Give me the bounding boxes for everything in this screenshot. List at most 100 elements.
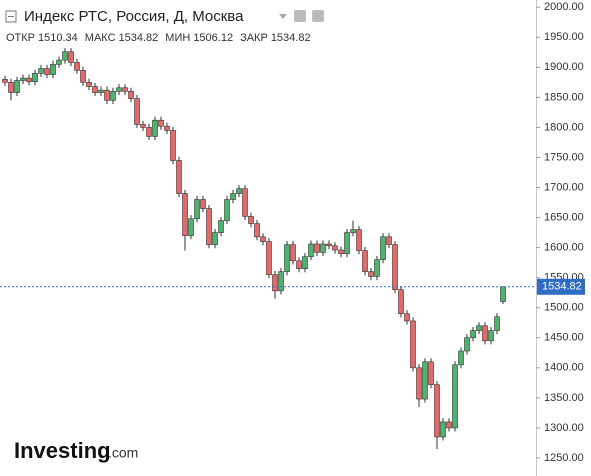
candle-body xyxy=(422,361,428,400)
candle-body xyxy=(266,241,272,275)
y-tick-label: 1450.00 xyxy=(544,332,584,344)
ohlc-value: 1510.34 xyxy=(38,32,78,44)
candle-body xyxy=(212,232,218,245)
candle-body xyxy=(2,79,8,83)
candle-body xyxy=(194,199,200,220)
candle-body xyxy=(320,243,326,253)
collapse-icon[interactable] xyxy=(5,10,17,23)
candle-body xyxy=(500,286,506,302)
y-tick-label: 1800.00 xyxy=(544,121,584,133)
candle-body xyxy=(476,325,482,331)
candle-body xyxy=(224,199,230,221)
candle-body xyxy=(230,193,236,200)
candle-body xyxy=(380,236,386,260)
candle-body xyxy=(314,243,320,253)
candle-body xyxy=(122,87,128,92)
candle-body xyxy=(272,274,278,292)
candle-body xyxy=(284,244,290,272)
candle-body xyxy=(368,271,374,277)
candle-body xyxy=(32,73,38,83)
candle-body xyxy=(86,82,92,87)
y-tick-label: 1400.00 xyxy=(544,362,584,374)
candle-body xyxy=(494,316,500,331)
candle-body xyxy=(398,289,404,315)
candle-body xyxy=(20,77,26,81)
candle-body xyxy=(440,421,446,438)
candle-body xyxy=(218,220,224,233)
close-icon[interactable] xyxy=(312,10,324,22)
dropdown-icon[interactable] xyxy=(279,14,287,19)
candle-body xyxy=(248,216,254,224)
candle-body xyxy=(8,82,14,93)
candle-body xyxy=(338,249,344,254)
candle-body xyxy=(470,330,476,339)
chart-title: Индекс РТС, Россия, Д, Москва xyxy=(24,8,244,25)
candle-body xyxy=(386,236,392,245)
candle-body xyxy=(290,244,296,262)
y-tick-label: 2000.00 xyxy=(544,1,584,13)
y-tick-label: 1650.00 xyxy=(544,211,584,223)
candle-body xyxy=(356,229,362,251)
candle-body xyxy=(188,218,194,236)
candle-body xyxy=(452,364,458,429)
candle-body xyxy=(176,160,182,194)
ohlc-value: 1534.82 xyxy=(271,32,311,44)
candle-body xyxy=(182,193,188,236)
candle-body xyxy=(170,130,176,161)
candle-body xyxy=(374,259,380,277)
candle-body xyxy=(92,86,98,93)
candle-body xyxy=(488,330,494,342)
candle-body xyxy=(74,62,80,71)
candle-body xyxy=(104,89,110,101)
candle-body xyxy=(296,260,302,269)
candle-body xyxy=(152,119,158,137)
candle-body xyxy=(206,208,212,245)
y-tick-label: 1850.00 xyxy=(544,91,584,103)
settings-icon[interactable] xyxy=(294,10,306,22)
ohlc-label: ОТКР xyxy=(6,32,35,44)
candle-body xyxy=(392,244,398,290)
y-tick-label: 1600.00 xyxy=(544,242,584,254)
ohlc-value: 1534.82 xyxy=(119,32,159,44)
candle-body xyxy=(350,229,356,233)
y-tick-label: 1950.00 xyxy=(544,31,584,43)
price-tag-label: 1534.82 xyxy=(542,281,582,293)
y-tick-label: 1300.00 xyxy=(544,422,584,434)
candle-body xyxy=(446,421,452,429)
y-tick-label: 1500.00 xyxy=(544,302,584,314)
candle-body xyxy=(410,320,416,369)
candle-body xyxy=(332,245,338,251)
candle-body xyxy=(134,98,140,125)
candle-body xyxy=(278,271,284,292)
y-tick-label: 1900.00 xyxy=(544,61,584,73)
candle-body xyxy=(434,384,440,438)
candle-body xyxy=(80,70,86,83)
candle-body xyxy=(68,51,74,63)
candle-body xyxy=(62,51,68,61)
candle-body xyxy=(200,199,206,209)
candle-body xyxy=(98,89,104,93)
candle-body xyxy=(428,361,434,385)
candle-body xyxy=(242,188,248,217)
candle-body xyxy=(44,68,50,75)
candle-body xyxy=(344,232,350,254)
y-tick-label: 1700.00 xyxy=(544,181,584,193)
candle-body xyxy=(308,243,314,257)
candle-body xyxy=(260,236,266,242)
y-tick-label: 1250.00 xyxy=(544,452,584,464)
candle-body xyxy=(254,223,260,238)
candle-body xyxy=(416,367,422,400)
candle-body xyxy=(326,243,332,247)
candle-body xyxy=(38,68,44,74)
y-tick-label: 1750.00 xyxy=(544,151,584,163)
candle-body xyxy=(50,64,56,75)
candle-body xyxy=(164,125,170,131)
candle-body xyxy=(362,250,368,272)
candle-body xyxy=(116,87,122,92)
candle-body xyxy=(140,124,146,128)
candle-body xyxy=(404,313,410,322)
candle-body xyxy=(26,77,32,83)
logo-suffix: .com xyxy=(108,445,138,461)
price-tag xyxy=(537,278,585,295)
